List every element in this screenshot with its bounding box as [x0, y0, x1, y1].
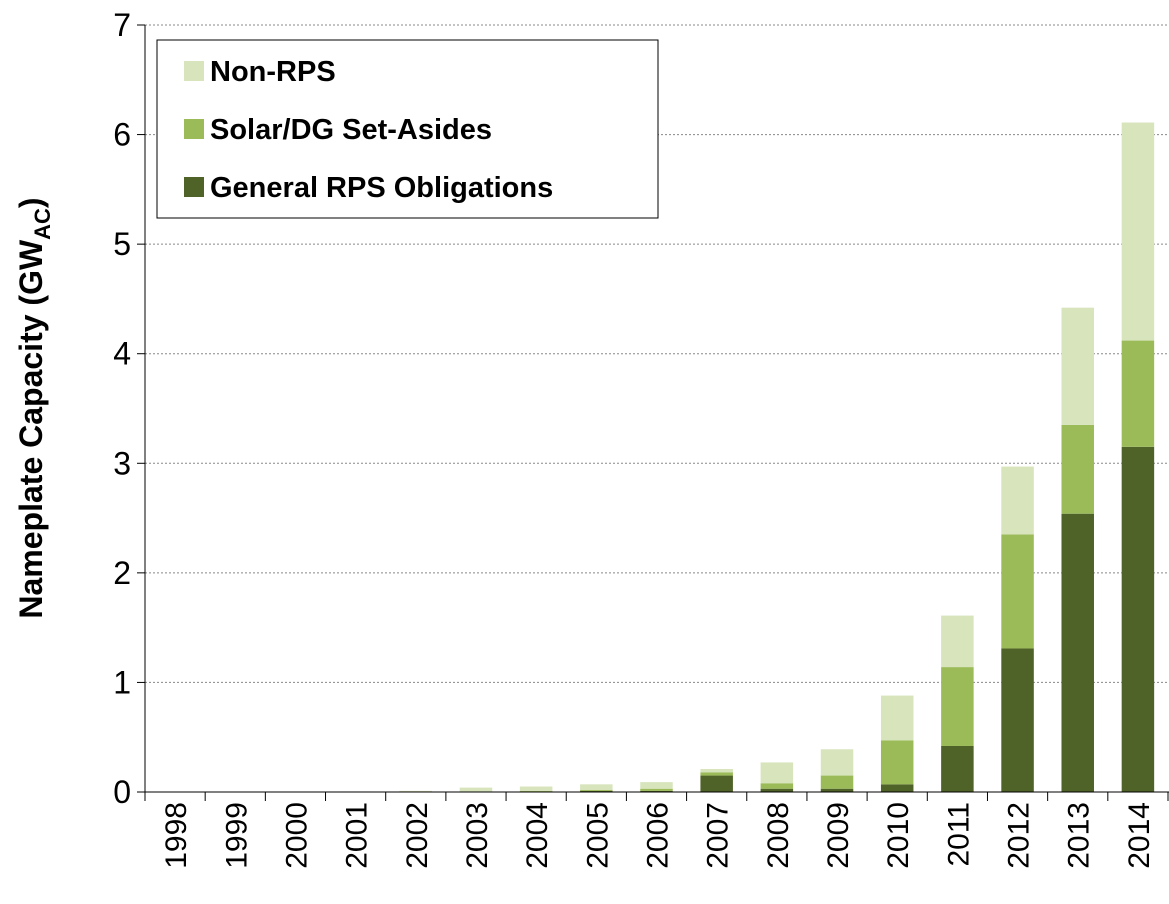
- bar-segment: [519, 790, 553, 792]
- y-tick-label: 4: [113, 336, 131, 372]
- x-tick-label: 2013: [1063, 802, 1096, 869]
- x-tick-label: 2004: [521, 802, 554, 869]
- legend-label: General RPS Obligations: [210, 172, 553, 204]
- bar-segment: [459, 787, 493, 792]
- bar-segment: [760, 783, 794, 789]
- bar-segment: [1121, 446, 1155, 792]
- bar-segment: [640, 782, 673, 789]
- y-axis-label-end: ): [13, 197, 49, 208]
- bar-segment: [1061, 424, 1094, 514]
- y-axis-label: Nameplate Capacity (GWAC): [13, 197, 55, 618]
- bar-segment: [941, 745, 974, 792]
- legend-swatch: [184, 61, 204, 81]
- y-tick-label: 6: [113, 117, 131, 153]
- x-tick-label: 2012: [1003, 802, 1036, 869]
- legend-box: [156, 39, 659, 219]
- y-tick-label: 7: [113, 7, 131, 43]
- bar-segment: [941, 615, 974, 668]
- bar-segment: [880, 695, 914, 741]
- y-tick-label: 3: [113, 445, 131, 481]
- x-tick-label: 2006: [642, 802, 675, 869]
- bar-segment: [941, 667, 974, 746]
- x-tick-label: 2001: [341, 802, 374, 869]
- bar-segment: [820, 788, 854, 792]
- bar-segment: [700, 772, 733, 776]
- bar-segment: [1121, 122, 1155, 341]
- bar-segment: [1061, 307, 1094, 425]
- x-tick-label: 2008: [762, 802, 795, 869]
- bar-segment: [1001, 466, 1034, 535]
- bar-segment: [880, 784, 914, 792]
- legend-label: Solar/DG Set-Asides: [210, 114, 492, 146]
- bar-segment: [640, 788, 673, 791]
- legend-swatch: [184, 119, 204, 139]
- y-axis-label-main: Nameplate Capacity (GW: [13, 239, 49, 619]
- bar-segment: [700, 775, 733, 792]
- y-tick-label: 0: [113, 774, 131, 810]
- y-tick-label: 1: [113, 664, 131, 700]
- x-tick-label: 2005: [581, 802, 614, 869]
- x-tick-label: 2011: [942, 802, 975, 867]
- bar-segment: [580, 790, 613, 792]
- x-tick-label: 2009: [822, 802, 855, 869]
- x-tick-label: 1998: [160, 802, 193, 869]
- x-tick-label: 2014: [1123, 802, 1156, 869]
- bar-segment: [1121, 340, 1155, 447]
- bar-segment: [820, 775, 854, 789]
- bar-segment: [760, 788, 794, 792]
- y-tick-label: 5: [113, 226, 131, 262]
- bar-segment: [820, 749, 854, 776]
- legend-swatch: [184, 177, 204, 197]
- x-tick-label: 2002: [401, 802, 434, 869]
- bar-segment: [1061, 513, 1094, 792]
- bar-segment: [1001, 648, 1034, 792]
- x-tick-label: 2003: [461, 802, 494, 869]
- x-tick-label: 2000: [280, 802, 313, 869]
- bar-segment: [1001, 534, 1034, 649]
- y-axis-label-sub: AC: [30, 208, 55, 240]
- bar-segment: [880, 740, 914, 785]
- bar-segment: [700, 768, 733, 773]
- bar-segment: [640, 790, 673, 792]
- y-tick-label: 2: [113, 555, 131, 591]
- x-tick-label: 2007: [702, 802, 735, 869]
- bar-segment: [399, 790, 433, 792]
- bar-segment: [580, 784, 613, 790]
- x-tick-label: 2010: [882, 802, 915, 869]
- x-tick-label: 1999: [220, 802, 253, 869]
- legend-label: Non-RPS: [210, 56, 336, 88]
- bar-segment: [580, 789, 613, 791]
- bar-segment: [760, 762, 794, 784]
- bar-segment: [519, 786, 553, 791]
